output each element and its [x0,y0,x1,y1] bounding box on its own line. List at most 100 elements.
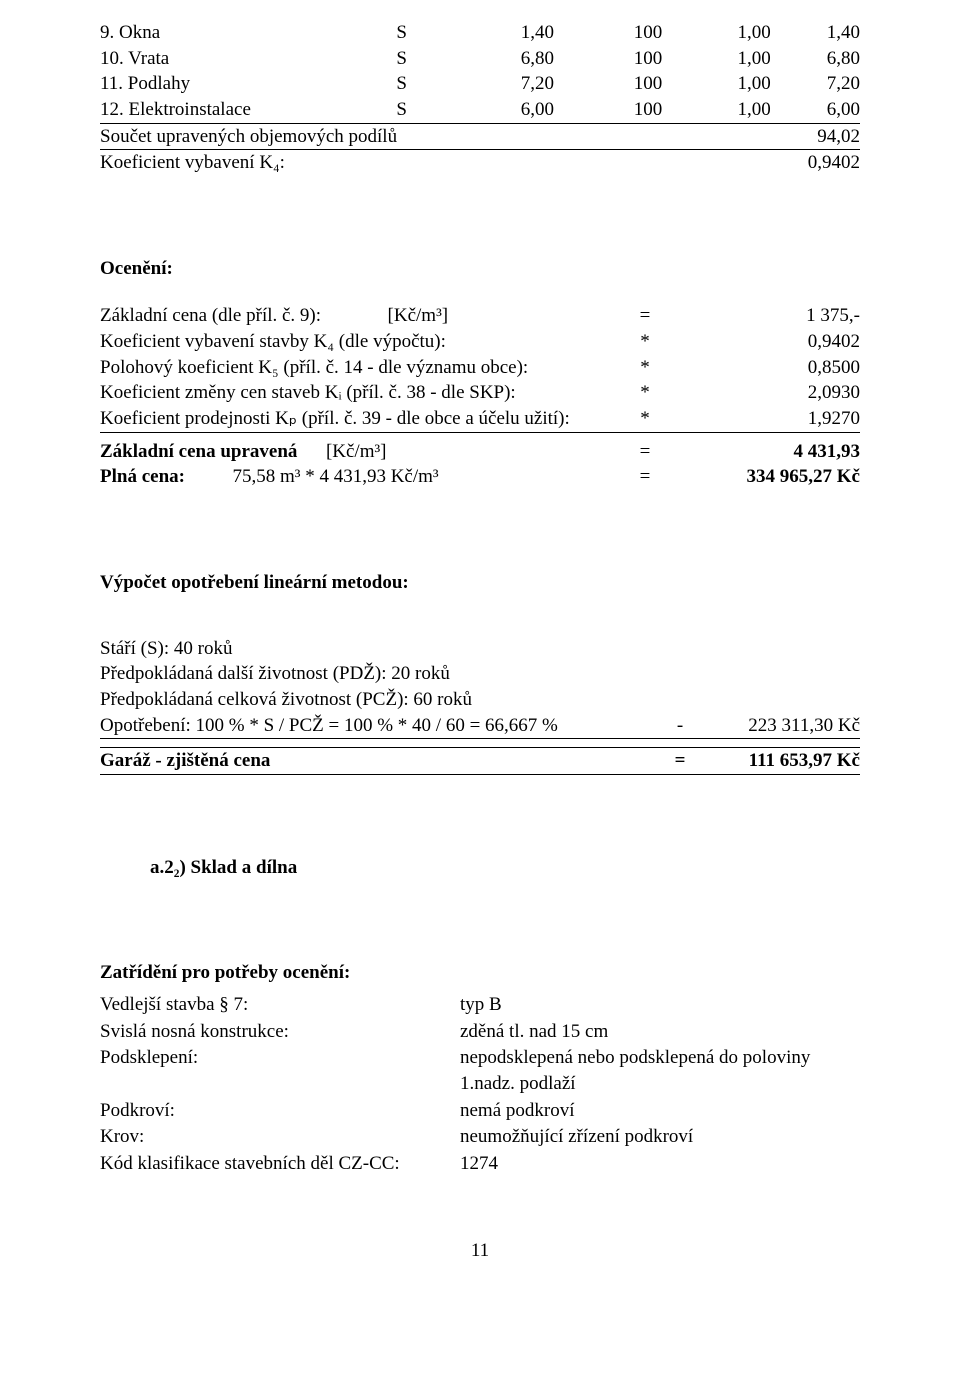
page-number: 11 [100,1238,860,1264]
opotrebeni-l1: Stáří (S): 40 roků [100,636,860,662]
class-label: Vedlejší stavba § 7: [100,992,460,1019]
item-v2: 100 [554,71,662,97]
item-label: 9. Okna [100,20,396,46]
item-label: 11. Podlahy [100,71,396,97]
calc-unit: [Kč/m³] [388,305,449,326]
class-row: Svislá nosná konstrukce: zděná tl. nad 1… [100,1019,860,1046]
item-s: S [396,20,445,46]
upravena-val: 4 431,93 [670,439,860,465]
class-label: Kód klasifikace stavebních děl CZ-CC: [100,1151,460,1178]
upravena-unit: [Kč/m³] [326,441,387,462]
plna-label: Plná cena: [100,466,185,487]
item-v3: 1,00 [662,97,770,123]
class-row: Podsklepení: nepodsklepená nebo podsklep… [100,1045,860,1097]
construction-items-table: 9. Okna S 1,40 100 1,00 1,40 10. Vrata S… [100,20,860,176]
opotrebeni-l3: Předpokládaná celková životnost (PCŽ): 6… [100,687,860,713]
item-v3: 1,00 [662,46,770,72]
class-val: zděná tl. nad 15 cm [460,1019,860,1046]
opotrebeni-l4-val: 223 311,30 Kč [700,713,860,739]
item-v4: 6,00 [771,97,860,123]
upravena-row: Základní cena upravená [Kč/m³] = 4 431,9… [100,439,860,465]
plna-detail: 75,58 m³ * 4 431,93 Kč/m³ [232,466,438,487]
table-row: 11. Podlahy S 7,20 100 1,00 7,20 [100,71,860,97]
table-row: 10. Vrata S 6,80 100 1,00 6,80 [100,46,860,72]
zatrideni-heading: Zatřídění pro potřeby ocenění: [100,960,860,986]
opotrebeni-l4-label: Opotřebení: 100 % * S / PCŽ = 100 % * 40… [100,713,660,739]
class-label: Svislá nosná konstrukce: [100,1019,460,1046]
item-s: S [396,71,445,97]
k4-label: Koeficient vybavení K₄: [100,150,771,176]
class-label: Podkroví: [100,1098,460,1125]
garaz-row: Garáž - zjištěná cena = 111 653,97 Kč [100,748,860,775]
item-v3: 1,00 [662,71,770,97]
item-v1: 7,20 [446,71,554,97]
calc-val: 1 375,- [670,303,860,329]
class-val: 1274 [460,1151,860,1178]
upravena-label: Základní cena upravená [100,441,297,462]
calc-row: Polohový koeficient K₅ (příl. č. 14 - dl… [100,355,860,381]
item-v4: 7,20 [771,71,860,97]
garaz-label: Garáž - zjištěná cena [100,748,660,775]
class-row: Vedlejší stavba § 7: typ B [100,992,860,1019]
calc-row: Koeficient prodejnosti Kₚ (příl. č. 39 -… [100,406,860,432]
calc-val: 0,9402 [670,329,860,355]
class-label: Krov: [100,1124,460,1151]
class-val: nepodsklepená nebo podsklepená do polovi… [460,1045,860,1097]
oceneni-heading: Ocenění: [100,256,860,282]
calculation-table: Základní cena (dle příl. č. 9): [Kč/m³] … [100,303,860,432]
calc-op: * [620,329,670,355]
item-v1: 1,40 [446,20,554,46]
upravena-label-cell: Základní cena upravená [Kč/m³] [100,439,620,465]
class-label: Podsklepení: [100,1045,460,1097]
table-row: 12. Elektroinstalace S 6,00 100 1,00 6,0… [100,97,860,123]
opotrebeni-l4-op: - [660,713,700,739]
item-v2: 100 [554,46,662,72]
garaz-table: Garáž - zjištěná cena = 111 653,97 Kč [100,747,860,775]
plna-op: = [620,464,670,490]
calc-op: = [620,303,670,329]
class-row: Krov: neumožňující zřízení podkroví [100,1124,860,1151]
calc-val: 1,9270 [670,406,860,432]
item-label: 12. Elektroinstalace [100,97,396,123]
calc-row: Koeficient vybavení stavby K₄ (dle výpoč… [100,329,860,355]
upravena-table: Základní cena upravená [Kč/m³] = 4 431,9… [100,439,860,490]
opotrebeni-table: Opotřebení: 100 % * S / PCŽ = 100 % * 40… [100,713,860,740]
plna-label-cell: Plná cena: 75,58 m³ * 4 431,93 Kč/m³ [100,464,620,490]
calc-label: Polohový koeficient K₅ (příl. č. 14 - dl… [100,355,620,381]
garaz-val: 111 653,97 Kč [700,748,860,775]
k4-row: Koeficient vybavení K₄: 0,9402 [100,150,860,176]
item-v4: 1,40 [771,20,860,46]
item-v2: 100 [554,97,662,123]
calc-label: Základní cena (dle příl. č. 9): [Kč/m³] [100,303,620,329]
calc-val: 0,8500 [670,355,860,381]
item-v2: 100 [554,20,662,46]
item-label: 10. Vrata [100,46,396,72]
upravena-op: = [620,439,670,465]
opotrebeni-l2: Předpokládaná další životnost (PDŽ): 20 … [100,661,860,687]
table-row: 9. Okna S 1,40 100 1,00 1,40 [100,20,860,46]
garaz-op: = [660,748,700,775]
calc-op: * [620,380,670,406]
calc-op: * [620,406,670,432]
class-val: nemá podkroví [460,1098,860,1125]
calc-val: 2,0930 [670,380,860,406]
class-row: Kód klasifikace stavebních děl CZ-CC: 12… [100,1151,860,1178]
calc-row: Základní cena (dle příl. č. 9): [Kč/m³] … [100,303,860,329]
calc-row: Koeficient změny cen staveb Kᵢ (příl. č.… [100,380,860,406]
item-v3: 1,00 [662,20,770,46]
item-v4: 6,80 [771,46,860,72]
sum-value: 94,02 [771,123,860,150]
classification-table: Vedlejší stavba § 7: typ B Svislá nosná … [100,992,860,1177]
calc-label: Koeficient vybavení stavby K₄ (dle výpoč… [100,329,620,355]
opotrebeni-heading: Výpočet opotřebení lineární metodou: [100,570,860,596]
sklad-heading: a.2₂) Sklad a dílna [100,855,860,881]
sum-label: Součet upravených objemových podílů [100,123,771,150]
item-s: S [396,46,445,72]
sum-row: Součet upravených objemových podílů 94,0… [100,123,860,150]
k4-value: 0,9402 [771,150,860,176]
calc-label: Koeficient prodejnosti Kₚ (příl. č. 39 -… [100,406,620,432]
item-s: S [396,97,445,123]
class-val: typ B [460,992,860,1019]
calc-label: Koeficient změny cen staveb Kᵢ (příl. č.… [100,380,620,406]
class-val: neumožňující zřízení podkroví [460,1124,860,1151]
